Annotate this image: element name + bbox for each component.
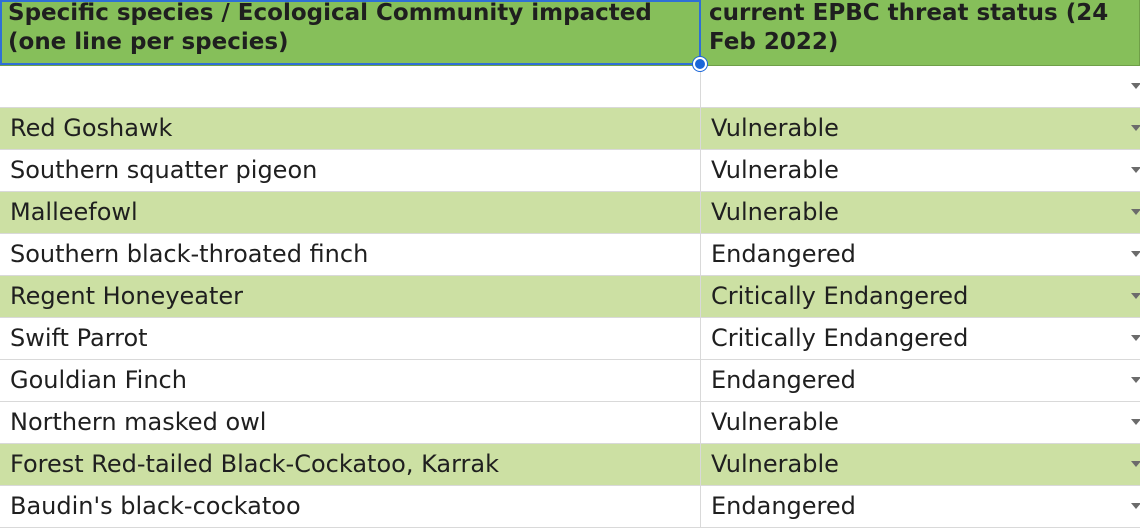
species-cell[interactable]: Southern black-throated finch xyxy=(0,234,701,276)
header-cell-status[interactable]: current EPBC threat status (24 Feb 2022) xyxy=(701,0,1140,66)
species-cell[interactable]: Malleefowl xyxy=(0,192,701,234)
table-row: Southern squatter pigeon Vulnerable xyxy=(0,150,1140,192)
header-label-status: current EPBC threat status (24 Feb 2022) xyxy=(709,0,1109,55)
table-row: Regent Honeyeater Critically Endangered xyxy=(0,276,1140,318)
species-cell[interactable]: Baudin's black-cockatoo xyxy=(0,486,701,528)
chevron-down-icon[interactable] xyxy=(1131,83,1140,89)
chevron-down-icon[interactable] xyxy=(1131,461,1140,467)
status-value: Vulnerable xyxy=(711,156,839,184)
table-row: Gouldian Finch Endangered xyxy=(0,360,1140,402)
status-cell[interactable]: Critically Endangered xyxy=(701,318,1140,360)
species-cell[interactable]: Red Goshawk xyxy=(0,108,701,150)
status-cell[interactable] xyxy=(701,66,1140,108)
status-value: Endangered xyxy=(711,366,856,394)
status-cell[interactable]: Endangered xyxy=(701,486,1140,528)
status-value: Vulnerable xyxy=(711,408,839,436)
chevron-down-icon[interactable] xyxy=(1131,503,1140,509)
status-value: Vulnerable xyxy=(711,198,839,226)
species-cell[interactable]: Swift Parrot xyxy=(0,318,701,360)
species-cell[interactable] xyxy=(0,66,701,108)
species-cell[interactable]: Southern squatter pigeon xyxy=(0,150,701,192)
table-row: Baudin's black-cockatoo Endangered xyxy=(0,486,1140,528)
status-value: Vulnerable xyxy=(711,114,839,142)
species-cell[interactable]: Northern masked owl xyxy=(0,402,701,444)
status-cell[interactable]: Vulnerable xyxy=(701,192,1140,234)
chevron-down-icon[interactable] xyxy=(1131,209,1140,215)
status-value: Endangered xyxy=(711,240,856,268)
header-cell-species[interactable]: Specific species / Ecological Community … xyxy=(0,0,701,66)
chevron-down-icon[interactable] xyxy=(1131,125,1140,131)
chevron-down-icon[interactable] xyxy=(1131,335,1140,341)
status-value: Critically Endangered xyxy=(711,282,969,310)
status-value: Vulnerable xyxy=(711,450,839,478)
chevron-down-icon[interactable] xyxy=(1131,419,1140,425)
status-value: Endangered xyxy=(711,492,856,520)
table-row: Red Goshawk Vulnerable xyxy=(0,108,1140,150)
table-row: Malleefowl Vulnerable xyxy=(0,192,1140,234)
chevron-down-icon[interactable] xyxy=(1131,167,1140,173)
status-cell[interactable]: Vulnerable xyxy=(701,108,1140,150)
chevron-down-icon[interactable] xyxy=(1131,377,1140,383)
table-row: Forest Red-tailed Black-Cockatoo, Karrak… xyxy=(0,444,1140,486)
table-row: Swift Parrot Critically Endangered xyxy=(0,318,1140,360)
status-cell[interactable]: Endangered xyxy=(701,360,1140,402)
status-cell[interactable]: Vulnerable xyxy=(701,444,1140,486)
species-cell[interactable]: Forest Red-tailed Black-Cockatoo, Karrak xyxy=(0,444,701,486)
species-cell[interactable]: Gouldian Finch xyxy=(0,360,701,402)
header-row: Specific species / Ecological Community … xyxy=(0,0,1140,66)
status-value: Critically Endangered xyxy=(711,324,969,352)
status-cell[interactable]: Vulnerable xyxy=(701,402,1140,444)
chevron-down-icon[interactable] xyxy=(1131,293,1140,299)
table-row: Northern masked owl Vulnerable xyxy=(0,402,1140,444)
table-row: Southern black-throated finch Endangered xyxy=(0,234,1140,276)
header-label-species: Specific species / Ecological Community … xyxy=(8,0,652,55)
status-cell[interactable]: Endangered xyxy=(701,234,1140,276)
fill-handle-icon[interactable] xyxy=(693,57,707,71)
chevron-down-icon[interactable] xyxy=(1131,251,1140,257)
table-row xyxy=(0,66,1140,108)
status-cell[interactable]: Vulnerable xyxy=(701,150,1140,192)
status-cell[interactable]: Critically Endangered xyxy=(701,276,1140,318)
species-cell[interactable]: Regent Honeyeater xyxy=(0,276,701,318)
